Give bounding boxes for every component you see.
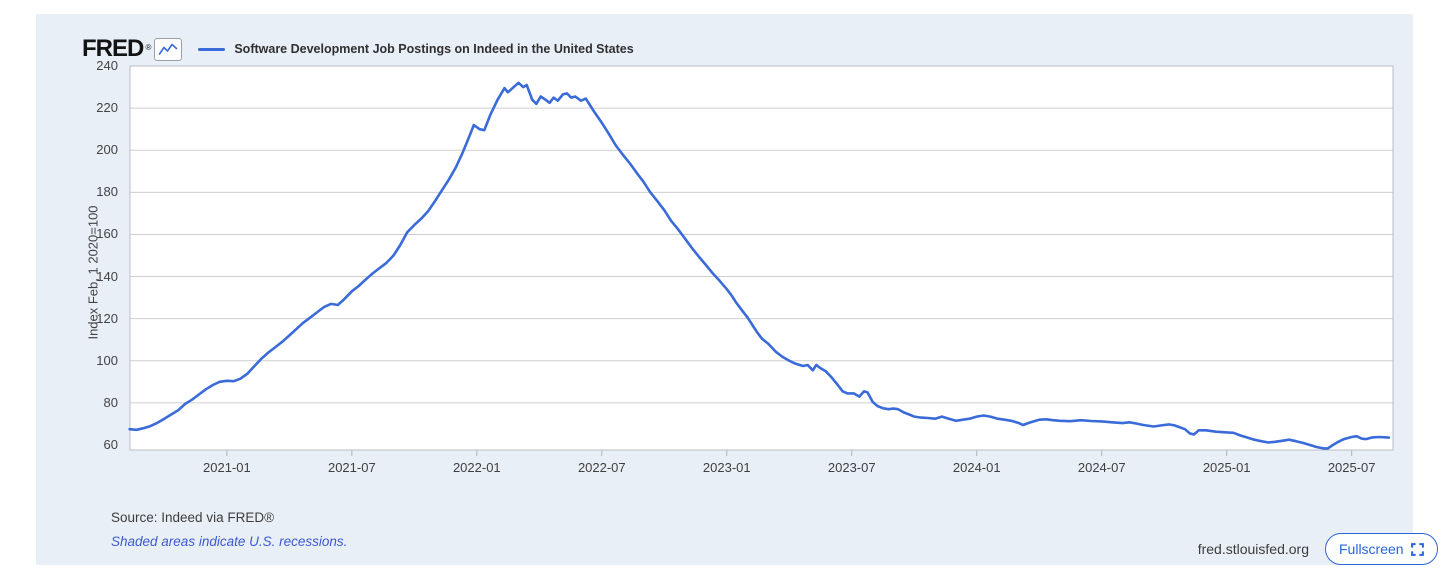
y-tick-label: 120 xyxy=(96,310,118,326)
fullscreen-icon xyxy=(1410,542,1424,556)
fullscreen-label: Fullscreen xyxy=(1339,541,1404,557)
fred-sparkline-icon[interactable] xyxy=(154,37,183,61)
chart-header: FRED ® Software Development Job Postings … xyxy=(82,36,634,62)
y-tick-label: 240 xyxy=(96,58,118,73)
legend-series-label[interactable]: Software Development Job Postings on Ind… xyxy=(234,42,634,56)
x-tick-label: 2021-01 xyxy=(203,460,251,475)
y-tick-label: 80 xyxy=(103,394,118,410)
chart-card: FRED ® Software Development Job Postings … xyxy=(36,14,1438,565)
x-tick-label: 2023-07 xyxy=(827,460,876,475)
y-tick-label: 180 xyxy=(96,184,118,200)
x-tick-label: 2022-07 xyxy=(577,460,626,475)
fred-logo[interactable]: FRED ® xyxy=(82,35,151,62)
x-tick-label: 2025-07 xyxy=(1327,460,1376,475)
x-tick-label: 2025-01 xyxy=(1202,460,1251,475)
source-note: Source: Indeed via FRED® xyxy=(111,510,275,525)
recessions-link[interactable]: Shaded areas indicate U.S. recessions. xyxy=(111,534,348,549)
registered-mark: ® xyxy=(145,43,151,52)
x-tick-label: 2022-01 xyxy=(452,460,501,475)
x-tick-label: 2021-07 xyxy=(327,460,376,475)
y-tick-label: 100 xyxy=(96,352,118,368)
y-tick-label: 60 xyxy=(103,437,118,452)
fullscreen-button[interactable]: Fullscreen xyxy=(1325,533,1438,565)
y-tick-label: 160 xyxy=(96,226,118,242)
series-legend: Software Development Job Postings on Ind… xyxy=(198,42,634,56)
fred-site-link[interactable]: fred.stlouisfed.org xyxy=(1197,541,1309,557)
x-tick-label: 2024-07 xyxy=(1077,460,1126,475)
x-tick-label: 2024-01 xyxy=(952,460,1001,475)
y-tick-label: 200 xyxy=(96,142,118,158)
y-tick-label: 220 xyxy=(96,100,118,116)
y-tick-label: 140 xyxy=(96,268,118,284)
legend-line-swatch xyxy=(198,47,226,51)
x-tick-label: 2023-01 xyxy=(702,460,751,475)
fred-logo-text: FRED xyxy=(82,35,144,62)
